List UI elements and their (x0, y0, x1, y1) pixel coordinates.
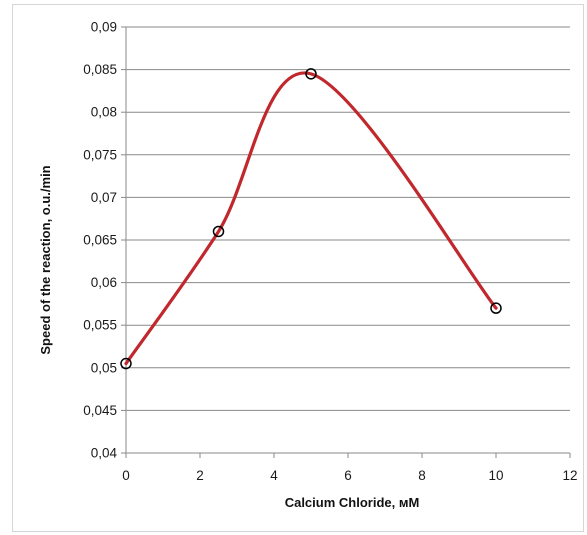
y-tick-label: 0,06 (91, 275, 117, 290)
x-tick-label: 8 (418, 468, 426, 483)
y-tick-label: 0,04 (91, 446, 118, 461)
x-tick-label: 6 (344, 468, 352, 483)
x-tick-label: 10 (488, 468, 503, 483)
data-point-marker (305, 68, 317, 80)
x-tick-label: 2 (196, 468, 204, 483)
y-tick-label: 0,05 (91, 360, 117, 375)
data-point-marker (212, 225, 225, 238)
y-tick-label: 0,045 (83, 403, 117, 418)
x-tick-label: 4 (270, 468, 278, 483)
series (124, 71, 498, 366)
chart-frame (12, 4, 584, 532)
y-axis-title: Speed of the reaction, o.u./min (38, 165, 53, 354)
x-tick-label: 0 (122, 468, 130, 483)
axes (121, 26, 571, 458)
y-tick-label: 0,09 (91, 20, 117, 35)
tick-labels: 0,04 0,045 0,05 0,055 0,06 0,065 0,07 0,075 0,08… (83, 20, 577, 484)
data-point-marker (120, 357, 132, 370)
gridlines (126, 26, 570, 411)
y-tick-label: 0,07 (91, 190, 117, 205)
series-line (124, 71, 498, 366)
x-tick-label: 12 (562, 468, 577, 483)
y-tick-label: 0,08 (91, 105, 117, 120)
y-tick-label: 0,065 (83, 233, 117, 248)
data-point-marker (490, 302, 502, 314)
y-tick-label: 0,085 (83, 62, 117, 77)
y-tick-label: 0,055 (83, 318, 117, 333)
data-markers (120, 68, 502, 370)
x-axis-title: Calcium Chloride, мМ (285, 495, 420, 510)
y-tick-label: 0,075 (83, 147, 117, 162)
